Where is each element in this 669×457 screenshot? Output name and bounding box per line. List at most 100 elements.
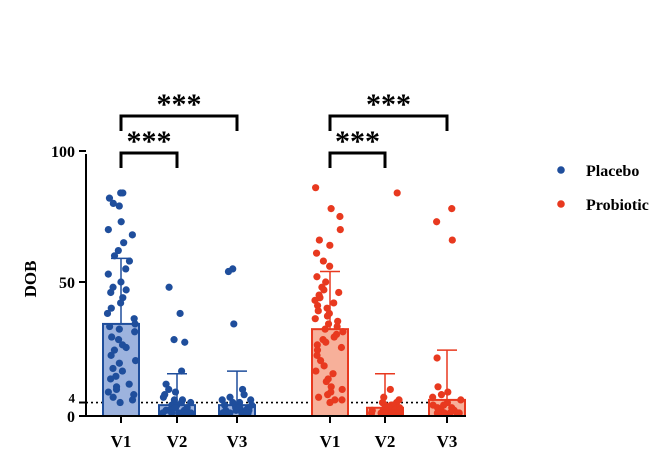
data-point-probiotic-v1-7 [319,257,327,265]
data-point-probiotic-v1-47 [315,393,323,401]
y-axis-title: DOB [21,261,40,298]
data-point-probiotic-v3-24 [455,409,463,417]
data-point-probiotic-v3-3 [433,354,441,362]
data-point-placebo-v2-2 [170,336,178,344]
data-point-probiotic-v1-27 [321,325,329,333]
data-point-probiotic-v3-21 [433,409,441,417]
category-label-placebo-v1: V1 [111,432,132,451]
data-point-placebo-v1-45 [128,396,137,404]
data-point-placebo-v1-7 [128,231,136,239]
data-point-placebo-v2-6 [165,385,173,394]
data-point-placebo-v3-2 [230,320,238,328]
data-point-placebo-v1-14 [117,278,125,286]
data-point-placebo-v3-31 [220,409,229,417]
legend-marker-placebo [557,166,565,174]
data-point-probiotic-v1-33 [313,341,321,349]
data-point-placebo-v3-1 [224,267,233,276]
data-point-probiotic-v1-20 [314,307,322,315]
data-point-placebo-v1-12 [122,265,130,273]
data-point-placebo-v1-1 [119,189,127,197]
data-point-placebo-v1-20 [107,304,115,312]
data-point-probiotic-v1-44 [338,385,346,394]
data-point-probiotic-v1-28 [339,328,347,336]
data-point-probiotic-v1-17 [330,299,338,307]
data-point-probiotic-v3-5 [444,388,452,396]
data-point-placebo-v1-26 [131,328,139,336]
data-point-placebo-v1-34 [115,359,123,367]
data-point-probiotic-v1-12 [320,286,328,294]
data-point-placebo-v2-0 [165,283,173,291]
y-tick-label-50: 50 [59,275,75,292]
data-point-probiotic-v3-18 [446,409,454,417]
data-point-probiotic-v1-1 [327,205,335,213]
data-point-probiotic-v2-1 [386,385,394,394]
y-tick-label-4: 4 [69,391,76,406]
data-point-placebo-v2-35 [168,409,176,417]
data-point-probiotic-v1-48 [338,396,346,404]
legend-label-placebo: Placebo [586,163,639,180]
category-label-probiotic-v1: V1 [320,432,341,451]
data-point-placebo-v1-27 [108,333,116,341]
data-point-probiotic-v1-37 [316,357,325,365]
data-point-placebo-v1-42 [104,388,112,396]
data-point-placebo-v1-23 [131,320,139,328]
data-point-probiotic-v3-1 [433,218,441,226]
axes-layer: V1 V2 V3 V1 V2 V3 0 4 50 100 DOB [21,144,466,451]
significance-bracket-probiotic-v1-v2 [328,151,387,168]
data-point-placebo-v1-31 [110,346,119,354]
data-point-probiotic-v1-38 [320,362,328,370]
data-point-probiotic-v1-8 [326,262,334,270]
legend-label-probiotic: Probiotic [586,197,649,214]
data-point-placebo-v2-34 [159,409,167,417]
data-point-probiotic-v1-3 [336,226,344,234]
y-tick-label-100: 100 [51,144,75,161]
data-point-probiotic-v1-42 [322,377,330,386]
data-point-probiotic-v1-24 [334,317,342,325]
significance-label-probiotic-v3: *** [366,88,411,121]
data-point-placebo-v2-7 [171,388,180,396]
data-point-placebo-v1-21 [103,309,112,318]
data-point-probiotic-v1-35 [313,346,322,354]
data-point-probiotic-v3-7 [429,393,437,401]
significance-label-placebo-v2: *** [127,125,172,158]
error-bars-layer [111,257,457,408]
data-point-probiotic-v1-5 [326,241,334,249]
data-point-placebo-v1-17 [107,288,115,297]
data-point-probiotic-v1-22 [323,312,332,320]
data-point-probiotic-v1-46 [324,391,332,399]
significance-bracket-placebo-v1-v3 [119,114,239,131]
data-point-placebo-v1-4 [115,202,123,210]
data-point-probiotic-v1-50 [326,398,334,407]
data-point-probiotic-v1-13 [335,288,343,297]
significance-label-placebo-v3: *** [157,88,202,121]
data-point-placebo-v2-33 [175,409,183,417]
data-point-placebo-v2-13 [187,398,195,407]
data-point-placebo-v1-35 [109,364,117,373]
data-point-probiotic-v1-32 [322,338,330,346]
data-point-placebo-v2-3 [181,338,189,346]
data-point-placebo-v1-9 [114,246,122,255]
category-label-placebo-v3: V3 [227,432,248,451]
data-point-probiotic-v3-0 [448,205,456,213]
data-point-probiotic-v1-25 [324,320,333,328]
data-point-placebo-v2-1 [176,309,184,318]
data-point-placebo-v1-46 [116,398,124,407]
data-point-probiotic-v1-23 [311,315,319,323]
significance-label-probiotic-v2: *** [335,125,380,158]
data-point-probiotic-v3-8 [457,396,465,404]
data-point-placebo-v1-19 [117,299,125,307]
data-point-placebo-v1-28 [114,336,123,344]
data-point-placebo-v3-4 [240,391,248,399]
data-point-probiotic-v2-26 [367,409,376,417]
data-point-placebo-v1-39 [125,380,133,388]
data-point-placebo-v3-25 [238,409,246,417]
data-point-probiotic-v1-30 [330,333,338,341]
data-point-placebo-v3-28 [243,409,251,417]
data-point-probiotic-v1-9 [313,273,321,281]
data-point-probiotic-v1-40 [329,370,337,378]
data-point-probiotic-v1-4 [315,236,323,244]
data-point-probiotic-v1-36 [313,351,321,359]
data-point-probiotic-v1-43 [327,383,335,391]
data-point-placebo-v2-9 [159,393,168,401]
